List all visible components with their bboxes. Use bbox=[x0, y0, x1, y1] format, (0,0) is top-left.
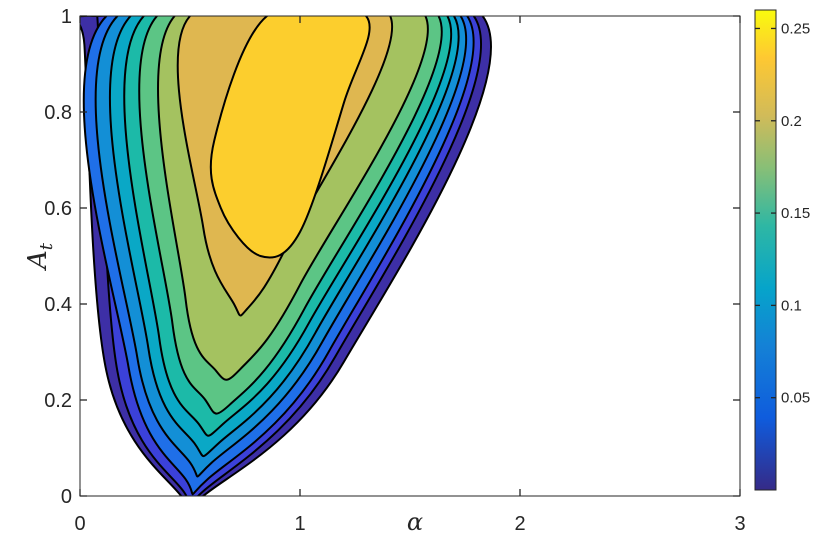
contour-regions bbox=[80, 16, 493, 496]
colorbar-tick-label: 0.25 bbox=[781, 20, 810, 37]
y-axis: 0 0.2 0.4 0.6 0.8 1 bbox=[44, 6, 740, 508]
x-tick-label: 3 bbox=[734, 513, 745, 535]
x-axis-label: α bbox=[407, 508, 423, 536]
x-tick-label: 1 bbox=[294, 513, 305, 535]
y-tick-label: 0 bbox=[61, 486, 72, 508]
y-tick-label: 0.8 bbox=[44, 102, 72, 124]
contour-level-9 bbox=[209, 16, 371, 259]
y-tick-label: 0.6 bbox=[44, 198, 72, 220]
y-axis-label-main: A bbox=[23, 250, 53, 271]
y-tick-label: 1 bbox=[61, 6, 72, 28]
x-tick-label: 0 bbox=[74, 513, 85, 535]
y-axis-label: At bbox=[23, 242, 57, 271]
colorbar-tick-label: 0.15 bbox=[781, 205, 810, 222]
plot-frame bbox=[79, 15, 741, 497]
y-axis-label-subscript: t bbox=[36, 242, 57, 250]
x-tick-label: 2 bbox=[514, 513, 525, 535]
y-tick-label: 0.2 bbox=[44, 390, 72, 412]
y-tick-label: 0.4 bbox=[44, 294, 72, 316]
colorbar-tick-label: 0.1 bbox=[781, 297, 802, 314]
colorbar-tick-label: 0.05 bbox=[781, 390, 810, 407]
colorbar bbox=[754, 9, 777, 491]
colorbar-ticks: 0.05 0.1 0.15 0.2 0.25 bbox=[755, 20, 810, 407]
colorbar-tick-label: 0.2 bbox=[781, 113, 802, 130]
x-axis: 0 1 2 3 bbox=[74, 16, 746, 535]
